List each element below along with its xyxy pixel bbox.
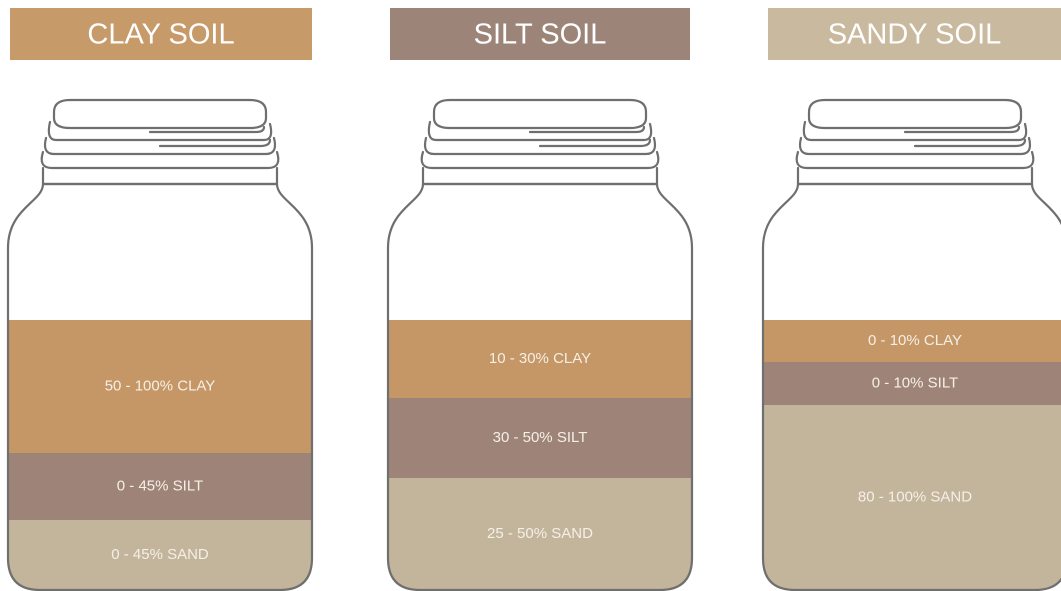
lid-highlight: [150, 127, 270, 146]
layer-label: 0 - 45% SAND: [111, 546, 209, 563]
soil-layers: [755, 320, 1061, 591]
layer-label: 10 - 30% CLAY: [489, 350, 591, 367]
page: {"jars": [ {"title": "CLAY SOIL", "layer…: [0, 0, 1061, 591]
jar-neck: [423, 168, 657, 184]
jar-title: SILT SOIL: [474, 19, 607, 51]
jar: 0 - 10% CLAY 0 - 10% SILT 80 - 100% SAND: [755, 100, 1061, 591]
layer-label: 25 - 50% SAND: [487, 525, 593, 542]
jar-neck: [798, 168, 1032, 184]
jar-title: CLAY SOIL: [87, 19, 234, 51]
layer-label: 30 - 50% SILT: [493, 429, 588, 446]
layer-label: 0 - 10% CLAY: [868, 332, 962, 349]
layer-label: 0 - 10% SILT: [872, 374, 958, 391]
layer-label: 0 - 45% SILT: [117, 477, 203, 494]
lid-highlight: [530, 127, 650, 146]
lid-top: [809, 100, 1021, 128]
lid-top: [54, 100, 266, 128]
jar: 50 - 100% CLAY 0 - 45% SILT 0 - 45% SAND: [0, 100, 320, 591]
jar-title: SANDY SOIL: [828, 19, 1002, 51]
lid-highlight: [905, 127, 1025, 146]
jar-neck: [43, 168, 277, 184]
infographic: CLAY SOIL 50 - 100% CLAY 0 - 45% SILT 0 - 4…: [0, 0, 1061, 591]
lid-top: [434, 100, 646, 128]
layer-label: 80 - 100% SAND: [858, 488, 972, 505]
layer-label: 50 - 100% CLAY: [105, 377, 216, 394]
jar: 10 - 30% CLAY 30 - 50% SILT 25 - 50% SAND: [380, 100, 700, 591]
